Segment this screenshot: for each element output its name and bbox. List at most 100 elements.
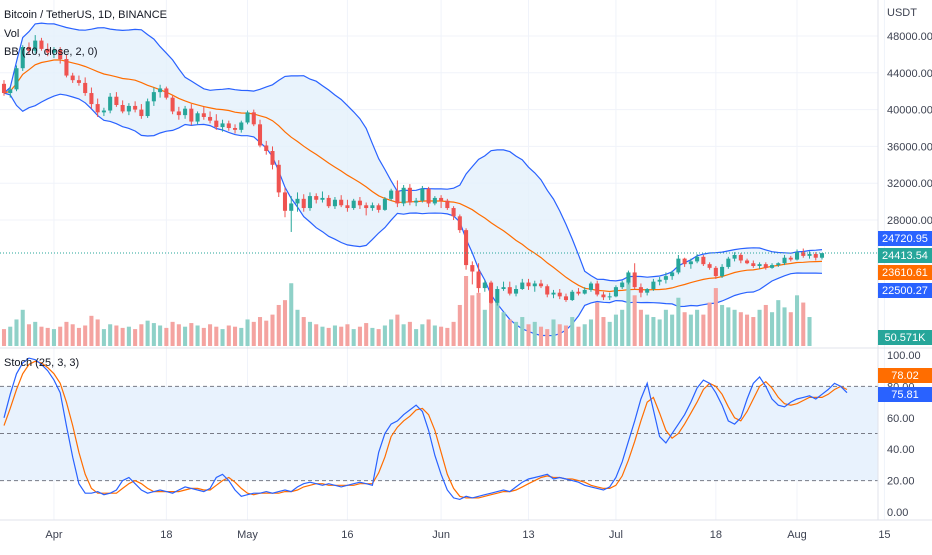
candle-body	[176, 111, 181, 116]
candle-body	[432, 197, 437, 204]
candle-body	[282, 192, 288, 211]
price-tick-label: 40000.00	[887, 105, 932, 117]
volume-bar	[170, 321, 175, 346]
candle-body	[8, 89, 13, 94]
volume-bar	[426, 319, 431, 346]
candle-body	[570, 291, 575, 301]
candle-body	[108, 96, 113, 111]
candle-body	[476, 271, 481, 289]
candle-body	[713, 267, 718, 277]
candle-body	[676, 258, 681, 273]
stoch-d-line	[3, 360, 848, 499]
candle-body	[45, 48, 50, 53]
volume-bar	[663, 309, 668, 346]
candle-body	[170, 97, 175, 112]
volume-bar	[607, 321, 612, 346]
candle-body	[545, 286, 550, 295]
candle-body	[632, 272, 637, 288]
candle-body	[395, 190, 400, 204]
volume-bar	[701, 314, 706, 346]
price-tick-label: 44000.00	[887, 68, 932, 80]
volume-bar	[307, 321, 312, 346]
candle-body	[482, 282, 487, 289]
volume-bar	[345, 324, 350, 346]
volume-bar	[39, 326, 44, 346]
candle-body	[214, 120, 219, 128]
volume-bar	[613, 314, 618, 346]
candle-body	[239, 122, 244, 130]
time-tick-label: Aug	[787, 529, 807, 541]
volume-bar	[183, 326, 188, 346]
candle-body	[195, 113, 200, 122]
volume-bar	[501, 312, 506, 346]
volume-bar	[782, 307, 787, 346]
volume-bar	[326, 327, 331, 346]
volume-bar	[770, 312, 775, 346]
stoch-tick-label: 40.00	[887, 444, 915, 456]
candle-body	[651, 281, 656, 289]
candle-body	[370, 205, 375, 209]
volume-bar	[114, 325, 119, 346]
candle-body	[64, 59, 69, 76]
candle-body	[576, 291, 581, 294]
volume-bar	[688, 314, 693, 346]
candle-body	[794, 252, 800, 260]
volume-bar	[794, 295, 800, 346]
volume-bar	[476, 292, 481, 346]
candle-body	[457, 216, 462, 231]
candle-body	[376, 205, 381, 210]
volume-bar	[101, 329, 106, 346]
symbol-title[interactable]: Bitcoin / TetherUS, 1D, BINANCE	[4, 9, 168, 21]
candle-body	[289, 203, 294, 211]
candle-body	[601, 294, 606, 298]
volume-bar	[489, 300, 494, 346]
candle-body	[695, 256, 700, 262]
candle-body	[164, 88, 169, 98]
volume-bar	[626, 280, 631, 346]
candlesticks	[0, 35, 878, 306]
volume-bar	[445, 327, 450, 346]
candle-body	[445, 200, 450, 209]
volume-bar	[464, 276, 469, 346]
volume-bar	[201, 327, 206, 346]
volume-bar	[239, 327, 244, 346]
volume-bar	[751, 317, 756, 346]
volume-bar	[64, 321, 69, 346]
volume-bar	[395, 314, 400, 346]
candle-body	[701, 256, 706, 265]
candle-body	[208, 116, 213, 121]
candle-body	[726, 258, 731, 267]
candle-body	[301, 198, 306, 209]
volume-bar	[732, 309, 737, 346]
volume-bar	[801, 302, 806, 346]
volume-bar	[482, 309, 487, 346]
stoch-legend[interactable]: Stoch (25, 3, 3)	[4, 357, 80, 369]
time-tick-label: 18	[710, 529, 722, 541]
volume-bar	[538, 326, 544, 346]
price-tick-label: 36000.00	[887, 141, 932, 153]
candle-body	[745, 260, 750, 264]
volume-bar	[532, 321, 537, 346]
volume-bar	[158, 325, 163, 346]
candle-body	[151, 92, 156, 102]
candle-body	[189, 108, 194, 122]
volume-bar	[370, 327, 375, 346]
candle-body	[58, 49, 63, 59]
volume-bar	[676, 297, 681, 346]
volume-bar	[33, 321, 38, 346]
volume-bar	[145, 320, 150, 346]
volume-bar	[70, 324, 75, 346]
candle-body	[801, 252, 806, 256]
candle-body	[551, 292, 556, 295]
time-tick-label: 16	[341, 529, 353, 541]
volume-bar	[95, 319, 100, 346]
bb-fill	[4, 23, 822, 336]
bb-legend[interactable]: BB (20, close, 2, 0)	[4, 46, 98, 58]
price-tick-label: 28000.00	[887, 215, 932, 227]
volume-bar	[208, 324, 213, 346]
candle-body	[95, 104, 100, 113]
vol-legend[interactable]: Vol	[4, 28, 20, 40]
volume-bar	[164, 327, 169, 346]
